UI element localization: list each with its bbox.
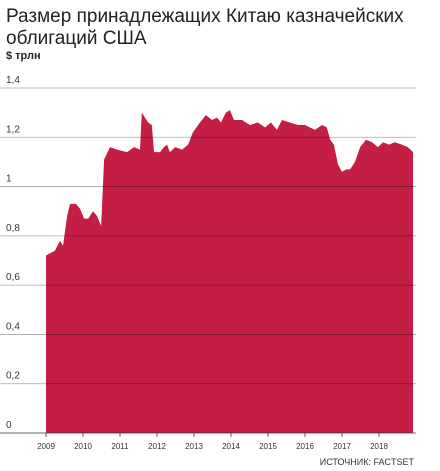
area — [46, 110, 414, 433]
x-tick-label: 2017 — [333, 442, 351, 451]
chart-subtitle: $ трлн — [6, 50, 41, 62]
y-tick-label: 0,4 — [6, 321, 20, 332]
x-tick-label: 2011 — [111, 442, 129, 451]
chart-title: Размер принадлежащих Китаю казначейских … — [6, 6, 404, 49]
x-tick-label: 2009 — [37, 442, 55, 451]
x-tick-label: 2015 — [259, 442, 277, 451]
y-tick-label: 0 — [6, 420, 12, 431]
x-tick-label: 2018 — [370, 442, 388, 451]
y-tick-label: 0,8 — [6, 223, 20, 234]
source: ИСТОЧНИК: FACTSET — [320, 457, 415, 467]
y-tick-label: 0,2 — [6, 371, 20, 382]
y-tick-label: 1,2 — [6, 124, 20, 135]
x-tick-label: 2010 — [74, 442, 92, 451]
y-tick-label: 0,6 — [6, 272, 20, 283]
y-tick-label: 1 — [6, 174, 12, 185]
x-tick-label: 2014 — [222, 442, 240, 451]
x-tick-label: 2012 — [148, 442, 166, 451]
x-tick-label: 2016 — [296, 442, 314, 451]
y-tick-label: 1,4 — [6, 75, 20, 86]
x-tick-label: 2013 — [185, 442, 203, 451]
